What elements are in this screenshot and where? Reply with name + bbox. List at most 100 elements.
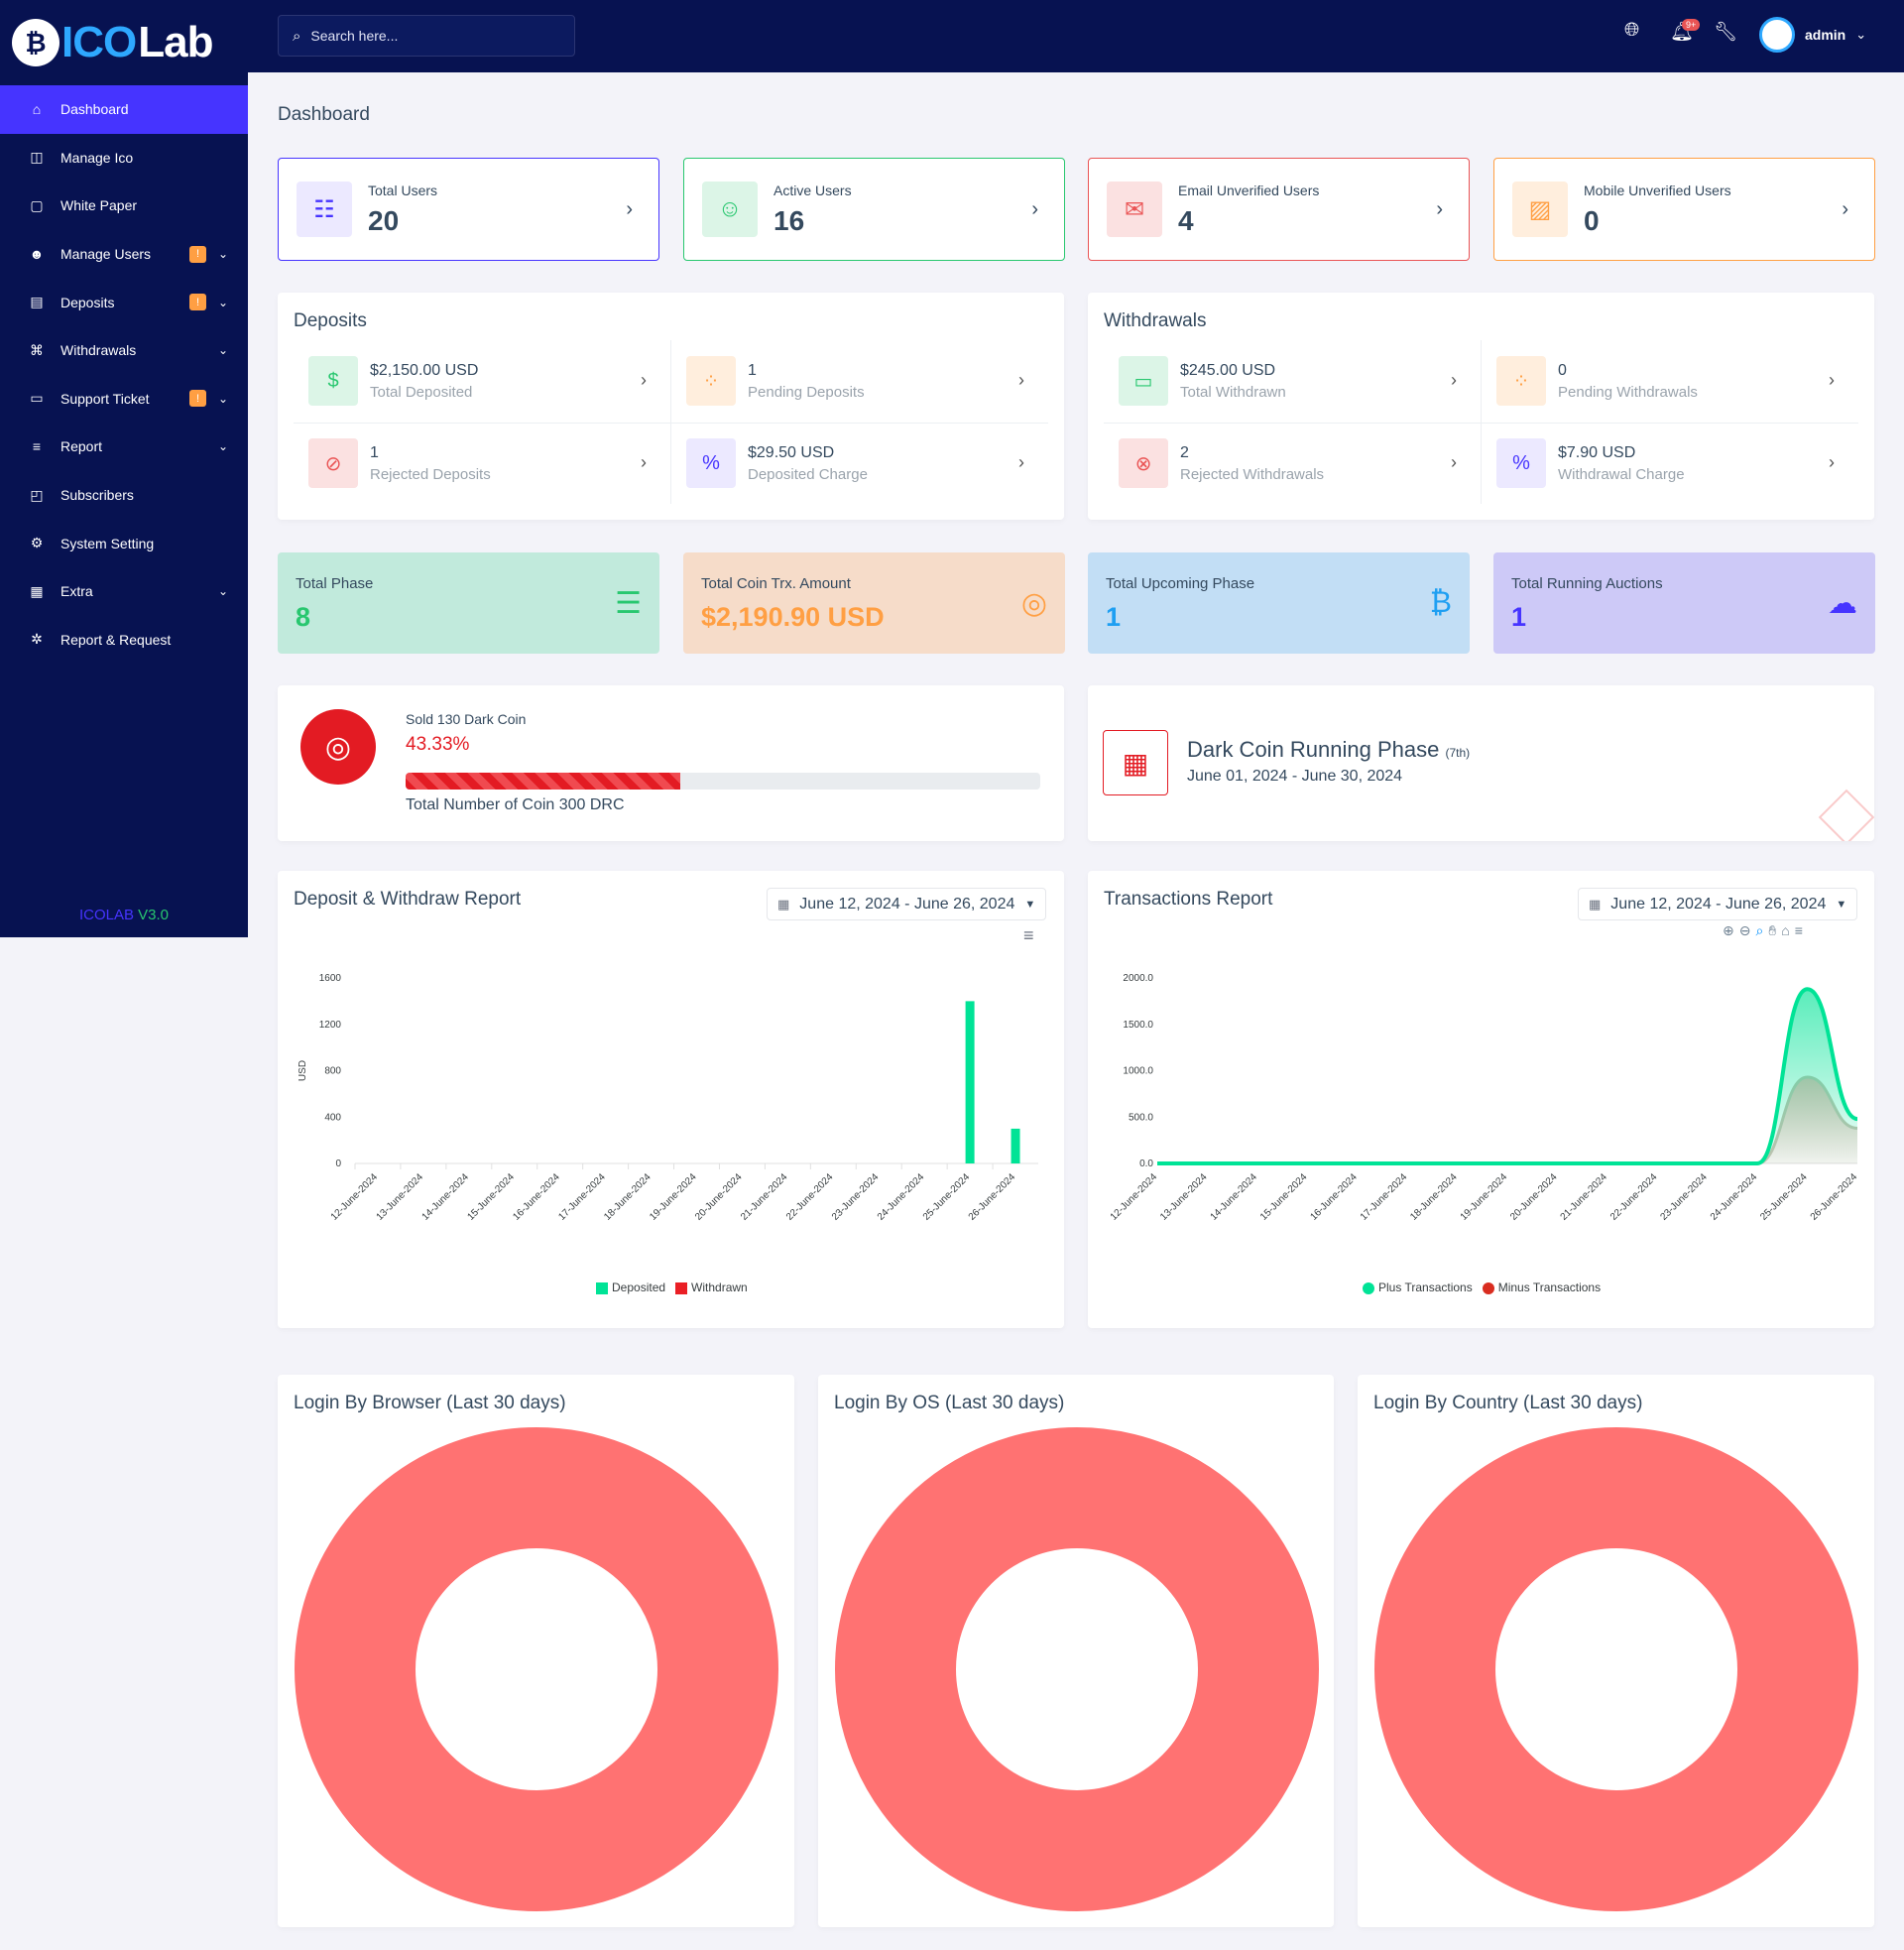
transactions-chart-legend: Plus Transactions Minus Transactions: [1363, 1280, 1601, 1294]
legend-plus-transactions[interactable]: Plus Transactions: [1363, 1280, 1473, 1294]
transactions-report-title: Transactions Report: [1104, 889, 1273, 910]
sidebar-item-deposits[interactable]: ▤ Deposits! ⌄: [0, 278, 248, 326]
x-tick-label: 25-June-2024: [921, 1171, 973, 1223]
search-input[interactable]: [310, 28, 549, 44]
chevron-right-icon[interactable]: ›: [1018, 370, 1024, 390]
phase-widget-total-running-auctions[interactable]: Total Running Auctions 1 ☁: [1493, 552, 1875, 654]
stat-value: $2,150.00 USD: [370, 362, 479, 379]
user-menu[interactable]: admin ⌄: [1759, 17, 1866, 53]
sidebar-item-manage-users[interactable]: ☻ Manage Users! ⌄: [0, 230, 248, 279]
sidebar-item-report-request[interactable]: ✲ Report & Request: [0, 616, 248, 665]
login-browser-donut: [295, 1427, 778, 1911]
line-plus-transactions[interactable]: [1156, 987, 1858, 1165]
alert-badge: !: [189, 245, 206, 263]
widget-mobile-unverified-users[interactable]: ▨ Mobile Unverified Users 0 ›: [1493, 158, 1875, 261]
phase-widget-total-phase[interactable]: Total Phase 8 ☰: [278, 552, 659, 654]
y-tick-label: 0.0: [1139, 1158, 1153, 1169]
sidebar-item-manage-ico[interactable]: ◫ Manage Ico: [0, 134, 248, 183]
area-minus-transactions: [1157, 1077, 1857, 1163]
zoom-out-icon[interactable]: ⊖: [1738, 922, 1751, 938]
x-tick-label: 23-June-2024: [1658, 1171, 1710, 1223]
x-tick-label: 22-June-2024: [784, 1171, 836, 1223]
wrench-icon[interactable]: 🔧︎: [1714, 22, 1738, 43]
y-tick-label: 400: [324, 1112, 341, 1123]
stat-label: Rejected Deposits: [370, 466, 491, 483]
deposits-stat-total-deposited[interactable]: $ $2,150.00 USD Total Deposited ›: [294, 340, 670, 422]
chevron-right-icon[interactable]: ›: [1451, 370, 1457, 390]
chevron-right-icon[interactable]: ›: [1436, 198, 1443, 220]
chevron-right-icon[interactable]: ›: [1829, 370, 1835, 390]
sidebar-item-withdrawals[interactable]: ⌘ Withdrawals ⌄: [0, 326, 248, 375]
phase-widget-total-upcoming-phase[interactable]: Total Upcoming Phase 1 ₿: [1088, 552, 1470, 654]
withdrawals-stat-rejected-withdrawals[interactable]: ⊗ 2 Rejected Withdrawals ›: [1104, 423, 1481, 504]
phase-widget-total-coin-trx-amount[interactable]: Total Coin Trx. Amount $2,190.90 USD ◎: [683, 552, 1065, 654]
widget-active-users[interactable]: ☺ Active Users 16 ›: [683, 158, 1065, 261]
sidebar-item-extra[interactable]: ▦ Extra ⌄: [0, 567, 248, 616]
withdrawals-stat-total-withdrawn[interactable]: ▭ $245.00 USD Total Withdrawn ›: [1104, 340, 1481, 422]
y-tick-label: 1000.0: [1123, 1066, 1153, 1077]
sidebar-item-label: Manage Ico: [60, 149, 134, 166]
deposits-stat-deposited-charge[interactable]: % $29.50 USD Deposited Charge ›: [671, 423, 1048, 504]
widget-total-users[interactable]: ☷ Total Users 20 ›: [278, 158, 659, 261]
stat-label: Total Deposited: [370, 384, 473, 401]
chart-menu-icon[interactable]: ≡: [1794, 922, 1803, 938]
legend-deposited[interactable]: Deposited: [596, 1280, 665, 1294]
globe-icon[interactable]: 🌐︎: [1624, 20, 1640, 41]
pan-icon[interactable]: ✋︎: [1768, 922, 1777, 938]
withdrawals-stat-pending-withdrawals[interactable]: ⁘ 0 Pending Withdrawals ›: [1482, 340, 1858, 422]
legend-minus-transactions[interactable]: Minus Transactions: [1482, 1280, 1601, 1294]
chevron-right-icon[interactable]: ›: [1031, 198, 1038, 220]
logo[interactable]: ₿ ICO Lab: [0, 0, 248, 85]
sidebar-item-white-paper[interactable]: ▢ White Paper: [0, 182, 248, 230]
legend-withdrawn[interactable]: Withdrawn: [675, 1280, 748, 1294]
transactions-report-date-range[interactable]: ▦ June 12, 2024 - June 26, 2024 ▼: [1578, 888, 1858, 920]
withdrawals-stat-withdrawal-charge[interactable]: % $7.90 USD Withdrawal Charge ›: [1482, 423, 1858, 504]
sidebar-item-system-setting[interactable]: ⚙ System Setting: [0, 519, 248, 567]
reset-home-icon[interactable]: ⌂: [1781, 922, 1790, 938]
deposit-report-date-range[interactable]: ▦ June 12, 2024 - June 26, 2024 ▼: [767, 888, 1047, 920]
chevron-right-icon[interactable]: ›: [1451, 452, 1457, 472]
server-icon: ▦: [30, 582, 44, 599]
deposits-stat-pending-deposits[interactable]: ⁘ 1 Pending Deposits ›: [671, 340, 1048, 422]
chevron-right-icon[interactable]: ›: [1842, 198, 1848, 220]
widget-email-unverified-users[interactable]: ✉ Email Unverified Users 4 ›: [1088, 158, 1470, 261]
sidebar-item-label: Withdrawals: [60, 342, 137, 359]
deposit-chart-legend: Deposited Withdrawn: [596, 1280, 748, 1294]
chevron-down-icon: ⌄: [217, 439, 228, 454]
donut-slice[interactable]: [1374, 1427, 1858, 1911]
zoom-in-icon[interactable]: ⊕: [1723, 922, 1734, 938]
spinner-icon: ⁘: [1496, 356, 1546, 406]
stat-label: Deposited Charge: [748, 466, 868, 483]
line-minus-transactions[interactable]: [1156, 1075, 1858, 1165]
x-tick-label: 22-June-2024: [1608, 1171, 1660, 1223]
chevron-right-icon[interactable]: ›: [641, 452, 647, 472]
sidebar-item-report[interactable]: ≡ Report ⌄: [0, 423, 248, 471]
sold-title: Sold 130 Dark Coin: [406, 711, 527, 727]
sidebar-item-label: White Paper: [60, 197, 138, 214]
coins-icon: ◎: [1020, 587, 1047, 620]
deposits-card: Deposits $ $2,150.00 USD Total Deposited › ⁘…: [278, 293, 1064, 520]
coins-icon: ◎: [300, 709, 376, 785]
chart-menu-icon[interactable]: ≡: [1023, 925, 1034, 945]
chevron-right-icon[interactable]: ›: [1829, 452, 1835, 472]
mobile-off-icon: ▨: [1512, 182, 1568, 237]
chevron-right-icon[interactable]: ›: [641, 370, 647, 390]
running-phase-title: Dark Coin Running Phase (7th): [1187, 737, 1471, 762]
sidebar-item-dashboard[interactable]: ⌂ Dashboard: [0, 85, 248, 134]
bar-deposited[interactable]: [965, 1001, 975, 1163]
users-icon: ☷: [297, 182, 352, 237]
donut-slice[interactable]: [295, 1427, 778, 1911]
bar-deposited[interactable]: [1011, 1128, 1020, 1163]
card-icon: ▭: [1119, 356, 1168, 406]
donut-slice[interactable]: [835, 1427, 1319, 1911]
chevron-right-icon[interactable]: ›: [626, 198, 633, 220]
sidebar-item-subscribers[interactable]: ◰ Subscribers: [0, 471, 248, 520]
sidebar-item-support-ticket[interactable]: ▭ Support Ticket! ⌄: [0, 375, 248, 424]
chevron-down-icon: ⌄: [1855, 27, 1867, 42]
widget-label: Mobile Unverified Users: [1584, 183, 1731, 198]
chevron-right-icon[interactable]: ›: [1018, 452, 1024, 472]
search-box[interactable]: ⌕: [278, 15, 575, 57]
deposits-stat-rejected-deposits[interactable]: ⊘ 1 Rejected Deposits ›: [294, 423, 670, 504]
stat-label: Pending Deposits: [748, 384, 865, 401]
zoom-select-icon[interactable]: ⌕: [1755, 922, 1764, 938]
